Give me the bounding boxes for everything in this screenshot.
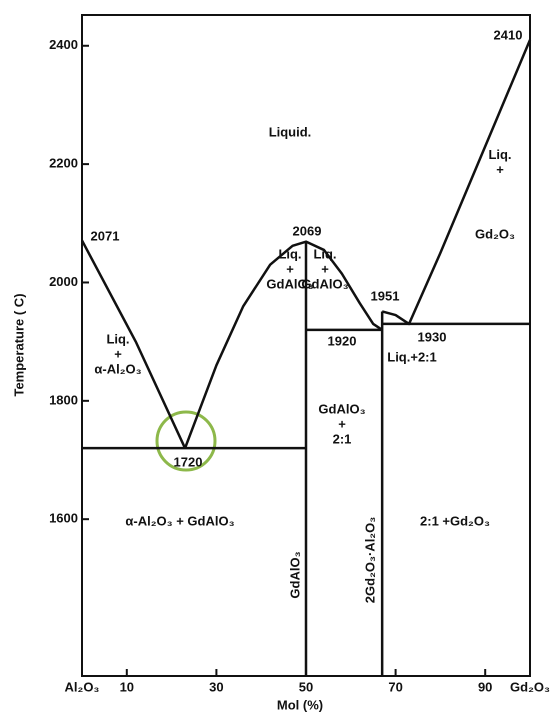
region-label: 2069	[293, 223, 322, 238]
y-tick-label: 1800	[49, 392, 78, 407]
region-label: GdAlO₃	[301, 276, 348, 291]
x-tick-label: Gd₂O₃	[510, 679, 550, 694]
region-label: Liq.	[278, 246, 301, 261]
y-tick-label: 2200	[49, 156, 78, 171]
x-tick-label: 90	[478, 679, 492, 694]
region-label: 2:1 +Gd₂O₃	[420, 513, 490, 528]
region-label: 2:1	[333, 431, 352, 446]
region-label: Gd₂O₃	[475, 226, 515, 241]
region-label: GdAlO₃	[266, 276, 313, 291]
x-axis-label: Mol (%)	[277, 697, 323, 712]
region-label: Liq.+2:1	[387, 349, 437, 364]
region-label: +	[496, 162, 504, 177]
region-label: GdAlO₃	[287, 551, 302, 598]
x-tick-label: 50	[299, 679, 313, 694]
phase-boundary	[80, 239, 187, 449]
region-label: 2Gd₂O₃·Al₂O₃	[362, 517, 377, 603]
y-tick-label: 1600	[49, 511, 78, 526]
region-label: α-Al₂O₃	[94, 361, 141, 376]
region-label: 2071	[91, 228, 120, 243]
phase-boundary	[183, 240, 383, 449]
region-label: 1930	[418, 329, 447, 344]
region-label: Liq.	[106, 331, 129, 346]
region-label: α-Al₂O₃ + GdAlO₃	[125, 513, 234, 528]
x-tick-label: 30	[209, 679, 223, 694]
region-label: +	[114, 346, 122, 361]
region-label: +	[321, 261, 329, 276]
region-label: Liq.	[488, 147, 511, 162]
x-tick-label: 70	[388, 679, 402, 694]
region-label: Liq.	[313, 246, 336, 261]
region-label: 2410	[494, 27, 523, 42]
y-tick-label: 2400	[49, 37, 78, 52]
region-label: 1951	[371, 288, 400, 303]
x-tick-label: 10	[120, 679, 134, 694]
region-label: +	[338, 416, 346, 431]
region-label: GdAlO₃	[318, 401, 365, 416]
y-axis-label: Temperature ( C)	[11, 293, 26, 396]
region-label: 1920	[328, 333, 357, 348]
x-tick-label: Al₂O₃	[65, 679, 100, 694]
region-label: +	[286, 261, 294, 276]
phase-boundary	[381, 39, 532, 326]
region-label: 1720	[174, 454, 203, 469]
region-label: Liquid.	[269, 124, 312, 139]
y-tick-label: 2000	[49, 274, 78, 289]
highlight-circle	[155, 410, 217, 472]
